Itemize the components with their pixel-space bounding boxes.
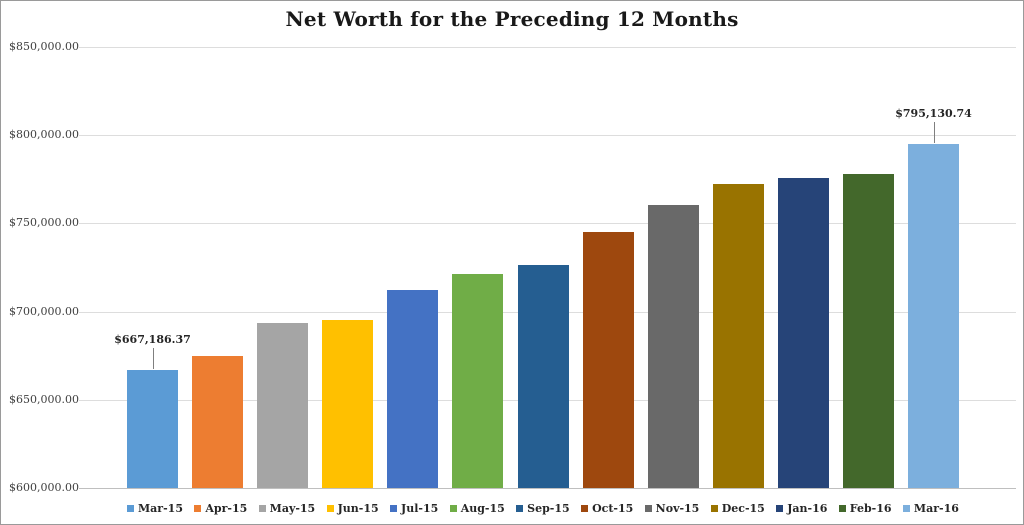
legend-item-may-15: May-15 xyxy=(258,501,316,515)
legend-label: Jul-15 xyxy=(401,501,439,515)
legend-marker-icon xyxy=(258,504,266,512)
bar-jun-15 xyxy=(322,319,374,488)
data-label-leader-line xyxy=(153,347,154,369)
legend-marker-icon xyxy=(581,504,589,512)
legend-label: Jan-16 xyxy=(787,501,828,515)
legend-label: Apr-15 xyxy=(205,501,248,515)
legend-label: Mar-15 xyxy=(138,501,183,515)
bar-jul-15 xyxy=(387,290,439,488)
y-axis-tick-label: $650,000.00 xyxy=(9,393,79,406)
gridline xyxy=(79,223,1016,224)
legend-marker-icon xyxy=(516,504,524,512)
legend-item-jan-16: Jan-16 xyxy=(776,502,827,515)
bar-data-label: $667,186.37 xyxy=(114,332,191,346)
legend-label: Dec-15 xyxy=(721,501,765,515)
legend-item-jun-15: Jun-15 xyxy=(326,501,379,515)
bar-dec-15 xyxy=(712,184,764,488)
legend-item-apr-15: Apr-15 xyxy=(194,502,247,515)
legend-item-sep-15: Sep-15 xyxy=(516,502,570,515)
y-axis-tick-label: $600,000.00 xyxy=(9,481,79,494)
legend-label: Oct-15 xyxy=(592,501,634,515)
legend-marker-icon xyxy=(390,504,398,512)
legend-marker-icon xyxy=(838,504,846,512)
legend-item-jul-15: Jul-15 xyxy=(390,502,438,515)
bar-feb-16 xyxy=(842,174,894,488)
y-axis-tick-label: $850,000.00 xyxy=(9,40,79,53)
legend-item-mar-15: Mar-15 xyxy=(127,502,183,515)
legend-marker-icon xyxy=(127,504,134,512)
data-label-leader-line xyxy=(934,121,935,143)
bar-mar-16 xyxy=(908,143,959,488)
bar-apr-15 xyxy=(192,355,244,488)
legend-item-aug-15: Aug-15 xyxy=(449,501,505,515)
legend-item-oct-15: Oct-15 xyxy=(581,502,633,515)
bar-nov-15 xyxy=(647,205,699,488)
gridline xyxy=(79,47,1016,48)
bar-jan-16 xyxy=(777,178,829,488)
bar-mar-15 xyxy=(127,369,178,488)
legend-marker-icon xyxy=(902,504,910,512)
legend: Mar-15 Apr-15 May-15 Jun-15 Jul-15 Aug-15 Sep-… xyxy=(127,500,959,516)
legend-item-feb-16: Feb-16 xyxy=(838,501,892,515)
legend-label: Feb-16 xyxy=(849,501,892,515)
legend-label: May-15 xyxy=(269,501,316,515)
legend-item-dec-15: Dec-15 xyxy=(710,501,765,515)
chart-title: Net Worth for the Preceding 12 Months xyxy=(285,7,739,31)
y-axis-tick-label: $800,000.00 xyxy=(9,128,79,141)
bar-aug-15 xyxy=(452,273,504,488)
legend-marker-icon xyxy=(326,504,334,512)
legend-marker-icon xyxy=(194,504,202,512)
legend-marker-icon xyxy=(776,504,784,512)
y-axis-tick-label: $750,000.00 xyxy=(9,216,79,229)
legend-item-nov-15: Nov-15 xyxy=(644,501,700,515)
bar-may-15 xyxy=(257,322,309,488)
y-axis-tick-label: $700,000.00 xyxy=(9,305,79,318)
x-axis-line xyxy=(79,488,1016,489)
legend-label: Sep-15 xyxy=(527,501,570,515)
legend-marker-icon xyxy=(710,504,718,512)
bar-data-label: $795,130.74 xyxy=(895,106,972,120)
legend-item-mar-16: Mar-16 xyxy=(902,501,959,515)
gridline xyxy=(79,135,1016,136)
legend-label: Nov-15 xyxy=(655,501,700,515)
legend-label: Aug-15 xyxy=(460,501,505,515)
legend-marker-icon xyxy=(644,504,652,512)
bar-oct-15 xyxy=(582,232,634,488)
legend-label: Jun-15 xyxy=(337,501,379,515)
legend-label: Mar-16 xyxy=(913,501,959,515)
bar-sep-15 xyxy=(517,264,569,488)
legend-marker-icon xyxy=(449,504,457,512)
